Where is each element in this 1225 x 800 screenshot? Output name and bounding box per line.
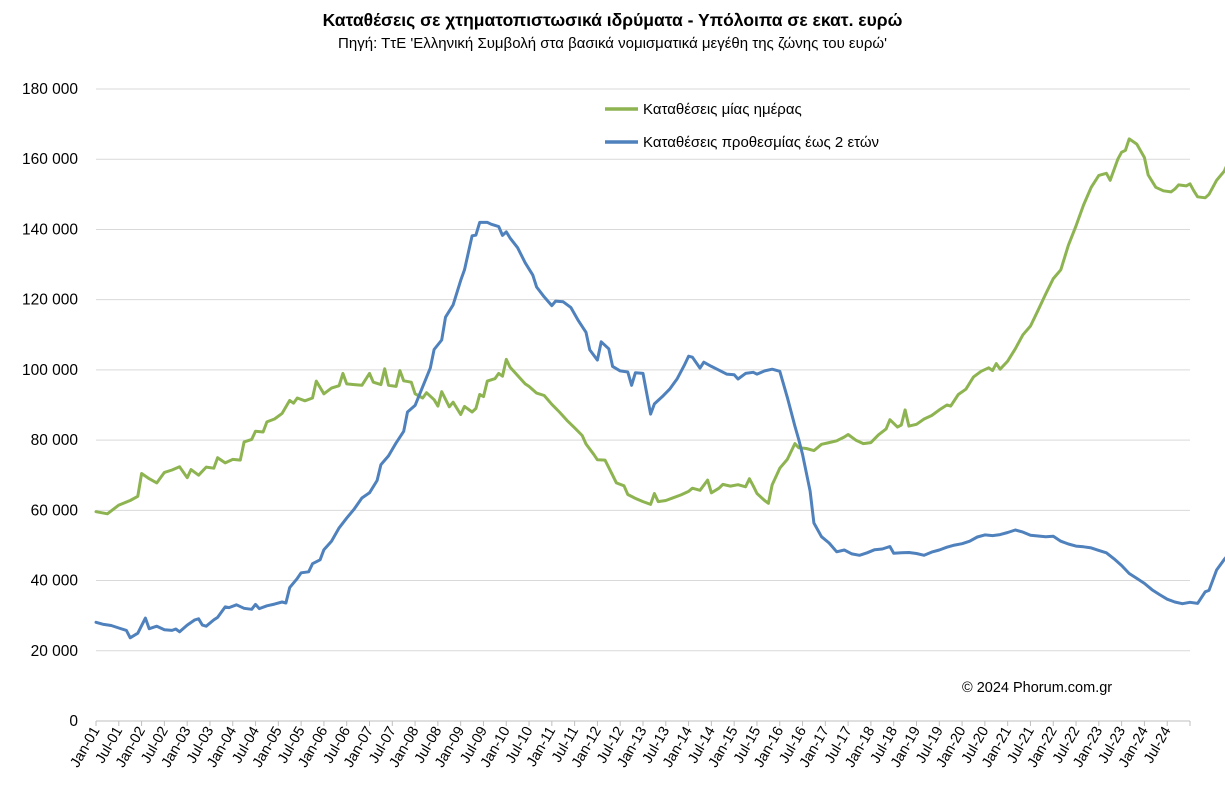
y-tick-label: 0 [69,713,78,730]
legend-label-1: Καταθέσεις μίας ημέρας [643,101,802,118]
legend-label-2: Καταθέσεις προθεσμίας έως 2 ετών [643,134,879,151]
y-tick-label: 120 000 [22,292,78,309]
y-tick-label: 100 000 [22,362,78,379]
y-tick-label: 160 000 [22,151,78,168]
y-tick-label: 20 000 [31,643,79,660]
y-tick-label: 60 000 [31,502,79,519]
y-tick-label: 80 000 [31,432,79,449]
chart-title: Καταθέσεις σε χτηματοπιστωσικά ιδρύματα … [322,10,903,30]
y-tick-label: 40 000 [31,573,79,590]
copyright-annotation: © 2024 Phorum.com.gr [962,680,1113,696]
chart-subtitle: Πηγή: ΤτΕ 'Ελληνική Συμβολή στα βασικά ν… [338,35,887,52]
y-tick-label: 180 000 [22,81,78,98]
y-tick-label: 140 000 [22,221,78,238]
series-line-2 [94,220,1225,640]
series-line-1 [94,137,1225,516]
